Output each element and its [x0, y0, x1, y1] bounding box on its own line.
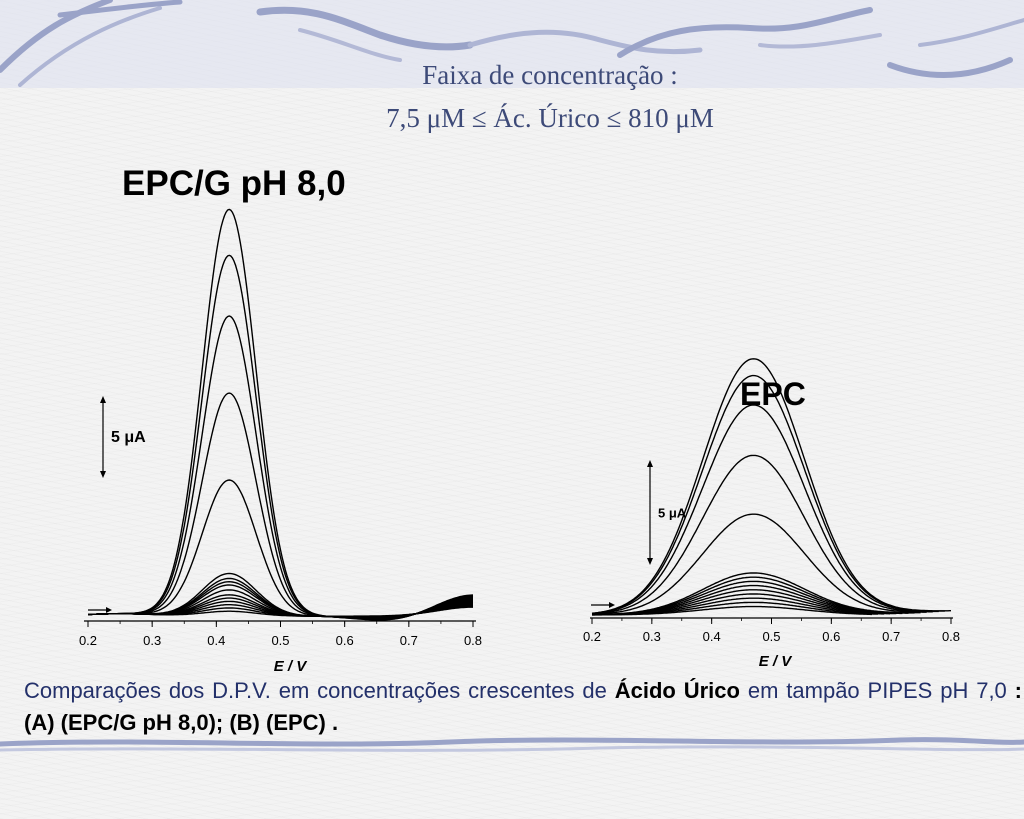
voltammogram-curve-10	[591, 513, 927, 615]
scan-direction-arrowhead	[609, 602, 615, 608]
header-title-line-2: 7,5 μM ≤ Ác. Úrico ≤ 810 μM	[386, 103, 714, 133]
scale-bar-label: 5 μA	[658, 506, 687, 521]
x-tick-label: 0.5	[762, 629, 780, 644]
voltammogram-curve-12	[591, 404, 939, 615]
x-tick-label: 0.4	[207, 633, 225, 648]
caption-text-1: Comparações dos D.P.V. em concentrações …	[24, 678, 615, 703]
x-tick-label: 0.7	[400, 633, 418, 648]
scale-bar-arrow-down	[647, 558, 653, 565]
x-tick-label: 0.6	[822, 629, 840, 644]
x-tick-label: 0.3	[143, 633, 161, 648]
scale-bar-arrow-up	[100, 396, 106, 403]
x-tick-label: 0.3	[643, 629, 661, 644]
x-tick-label: 0.6	[336, 633, 354, 648]
voltammogram-curve-16	[88, 208, 474, 621]
voltammogram-curve-9	[592, 572, 921, 616]
scan-direction-arrowhead	[106, 607, 112, 613]
x-tick-label: 0.8	[942, 629, 960, 644]
x-tick-label: 0.2	[79, 633, 97, 648]
x-tick-label: 0.8	[464, 633, 482, 648]
scale-bar-arrow-up	[647, 460, 653, 467]
voltammogram-curve-14	[591, 358, 951, 614]
chart-a-title: EPC/G pH 8,0	[122, 164, 346, 203]
chart-b-title: EPC	[740, 376, 806, 412]
x-axis-label: E / V	[759, 653, 794, 670]
x-tick-label: 0.7	[882, 629, 900, 644]
voltammogram-curve-11	[591, 454, 933, 615]
caption-bold-1: Ácido Úrico	[614, 678, 740, 703]
voltammogram-curve-8	[592, 576, 915, 616]
x-tick-label: 0.2	[583, 629, 601, 644]
x-axis-label: E / V	[274, 658, 309, 675]
figure-caption: Comparações dos D.P.V. em concentrações …	[24, 675, 1022, 739]
x-tick-label: 0.4	[703, 629, 721, 644]
header-title-line-1: Faixa de concentração :	[422, 60, 678, 90]
caption-text-2: em tampão PIPES pH 7,0	[739, 678, 1015, 703]
voltammogram-curve-13	[591, 374, 945, 615]
scale-bar-label: 5 μA	[111, 429, 146, 446]
x-tick-label: 0.5	[271, 633, 289, 648]
caption-bold-2: : (A) (EPC/G pH 8,0); (B) (EPC) .	[24, 678, 1022, 735]
scale-bar-arrow-down	[100, 471, 106, 478]
